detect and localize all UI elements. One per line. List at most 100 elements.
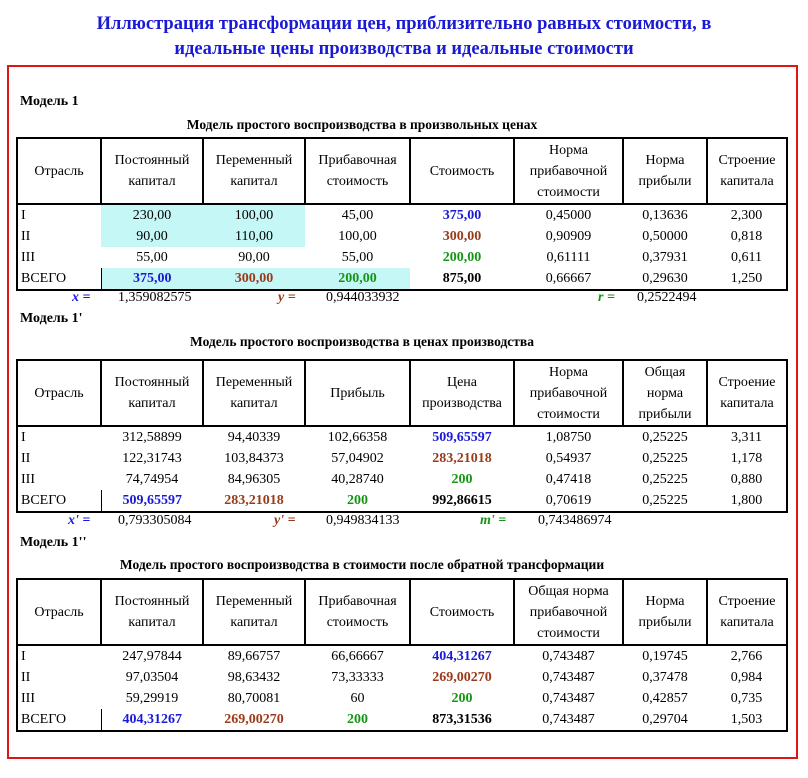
table-cell: 0,19745 [642, 648, 688, 664]
table-header-row: Отрасль Постоянный капитал Переменный ка… [16, 359, 788, 427]
table-cell: 0,611 [707, 247, 788, 268]
table-row: III 59,29919 80,70081 60 200 0,743487 0,… [16, 688, 788, 709]
table-cell: 0,880 [707, 469, 788, 490]
coefficient-m-prime-value: 0,743486974 [538, 513, 612, 528]
table-cell: 0,13636 [642, 207, 688, 223]
column-header: Норма прибыли [622, 578, 708, 646]
column-header: Стоимость [409, 137, 515, 205]
model-1-double-prime-table: Отрасль Постоянный капитал Переменный ка… [16, 578, 788, 732]
table-cell: III [16, 688, 101, 709]
table-cell: 0,70619 [514, 490, 623, 513]
column-header: Отрасль [16, 137, 102, 205]
table-cell: 1,08750 [545, 429, 592, 445]
table-cell: I [16, 426, 101, 448]
column-header: Норма прибавочной стоимости [513, 137, 624, 205]
table-cell: 509,65597 [432, 429, 492, 445]
table-cell: 89,66757 [227, 648, 281, 664]
table-cell: 66,66667 [331, 648, 384, 664]
table-row: II 122,31743 103,84373 57,04902 283,2101… [16, 448, 788, 469]
table-cell: 80,70081 [227, 690, 281, 706]
content-frame [7, 65, 798, 759]
column-header: Отрасль [16, 578, 102, 646]
column-header: Цена производства [409, 359, 515, 427]
table-cell: 200 [451, 471, 473, 487]
table-cell: 269,00270 [432, 669, 492, 685]
column-header: Стоимость [409, 578, 515, 646]
table-cell: 57,04902 [331, 450, 384, 466]
table-cell: 45,00 [341, 207, 374, 223]
table-cell: 60 [350, 690, 365, 706]
model-1-table-title: Модель простого воспроизводства в произв… [186, 117, 538, 132]
table-cell: II [16, 667, 101, 688]
table-cell: 375,00 [442, 207, 482, 223]
table-cell: ВСЕГО [16, 490, 102, 513]
table-cell: 90,00 [101, 226, 203, 247]
table-cell: 0,818 [707, 226, 788, 247]
table-cell: 283,21018 [203, 490, 305, 513]
table-cell: 0,743487 [514, 709, 623, 732]
column-header: Постоянный капитал [100, 137, 204, 205]
table-row: I 230,00 100,00 45,00 375,00 0,45000 0,1… [16, 204, 788, 226]
table-cell: 509,65597 [101, 490, 203, 513]
table-cell: II [16, 448, 101, 469]
column-header: Постоянный капитал [100, 359, 204, 427]
column-header: Постоянный капитал [100, 578, 204, 646]
table-total-row: ВСЕГО 404,31267 269,00270 200 873,31536 … [16, 709, 788, 732]
column-header: Общая норма прибыли [622, 359, 708, 427]
coefficient-r-label: r = [598, 290, 615, 305]
column-header: Строение капитала [706, 137, 788, 205]
column-header: Общая норма прибавочной стоимости [513, 578, 624, 646]
table-cell: 0,29704 [623, 709, 707, 732]
table-cell: 0,25225 [642, 450, 688, 466]
table-cell: 0,735 [707, 688, 788, 709]
table-cell: 90,00 [238, 249, 270, 265]
table-cell: 0,90909 [545, 228, 592, 244]
table-cell: 0,743487 [542, 669, 595, 685]
table-cell: ВСЕГО [16, 268, 102, 291]
table-total-row: ВСЕГО 509,65597 283,21018 200 992,86615 … [16, 490, 788, 513]
table-cell: 230,00 [101, 204, 203, 226]
table-cell: 84,96305 [227, 471, 281, 487]
column-header: Норма прибыли [622, 137, 708, 205]
model-1-prime-table: Отрасль Постоянный капитал Переменный ка… [16, 359, 788, 513]
coefficient-y-prime-value: 0,949834133 [326, 513, 400, 528]
table-row: II 97,03504 98,63432 73,33333 269,00270 … [16, 667, 788, 688]
table-cell: 300,00 [442, 228, 482, 244]
table-cell: 200 [451, 690, 473, 706]
coefficient-x-prime-value: 0,793305084 [118, 513, 192, 528]
table-cell: 122,31743 [122, 450, 182, 466]
page-title-line-1: Иллюстрация трансформации цен, приблизит… [96, 14, 712, 34]
table-cell: 59,29919 [125, 690, 179, 706]
table-cell: 40,28740 [331, 471, 384, 487]
page-title: Иллюстрация трансформации цен, приблизит… [0, 12, 808, 62]
table-cell: 247,97844 [122, 648, 182, 664]
table-cell: III [16, 247, 101, 268]
table-cell: 2,766 [707, 645, 788, 667]
table-cell: 3,311 [707, 426, 788, 448]
column-header: Переменный капитал [202, 359, 306, 427]
table-cell: 73,33333 [331, 669, 384, 685]
table-cell: 0,25225 [623, 490, 707, 513]
table-cell: 1,503 [707, 709, 788, 732]
page-title-line-2: идеальные цены производства и идеальные … [174, 39, 634, 59]
table-cell: ВСЕГО [16, 709, 102, 732]
table-cell: 992,86615 [410, 490, 514, 513]
table-row: I 247,97844 89,66757 66,66667 404,31267 … [16, 645, 788, 667]
table-cell: 100,00 [203, 204, 305, 226]
coefficient-r-value: 0,2522494 [637, 290, 697, 305]
coefficient-y-label: y = [278, 290, 296, 305]
table-cell: 0,25225 [642, 429, 688, 445]
table-cell: III [16, 469, 101, 490]
table-cell: 100,00 [338, 228, 377, 244]
table-cell: 269,00270 [203, 709, 305, 732]
table-cell: 103,84373 [224, 450, 284, 466]
table-cell: 110,00 [203, 226, 305, 247]
table-cell: 200 [305, 709, 410, 732]
coefficient-y-value: 0,944033932 [326, 290, 400, 305]
model-1-label: Модель 1 [20, 94, 79, 109]
table-cell: I [16, 204, 101, 226]
column-header: Строение капитала [706, 359, 788, 427]
table-cell: 404,31267 [101, 709, 203, 732]
column-header: Переменный капитал [202, 578, 306, 646]
table-cell: 200,00 [305, 268, 410, 291]
